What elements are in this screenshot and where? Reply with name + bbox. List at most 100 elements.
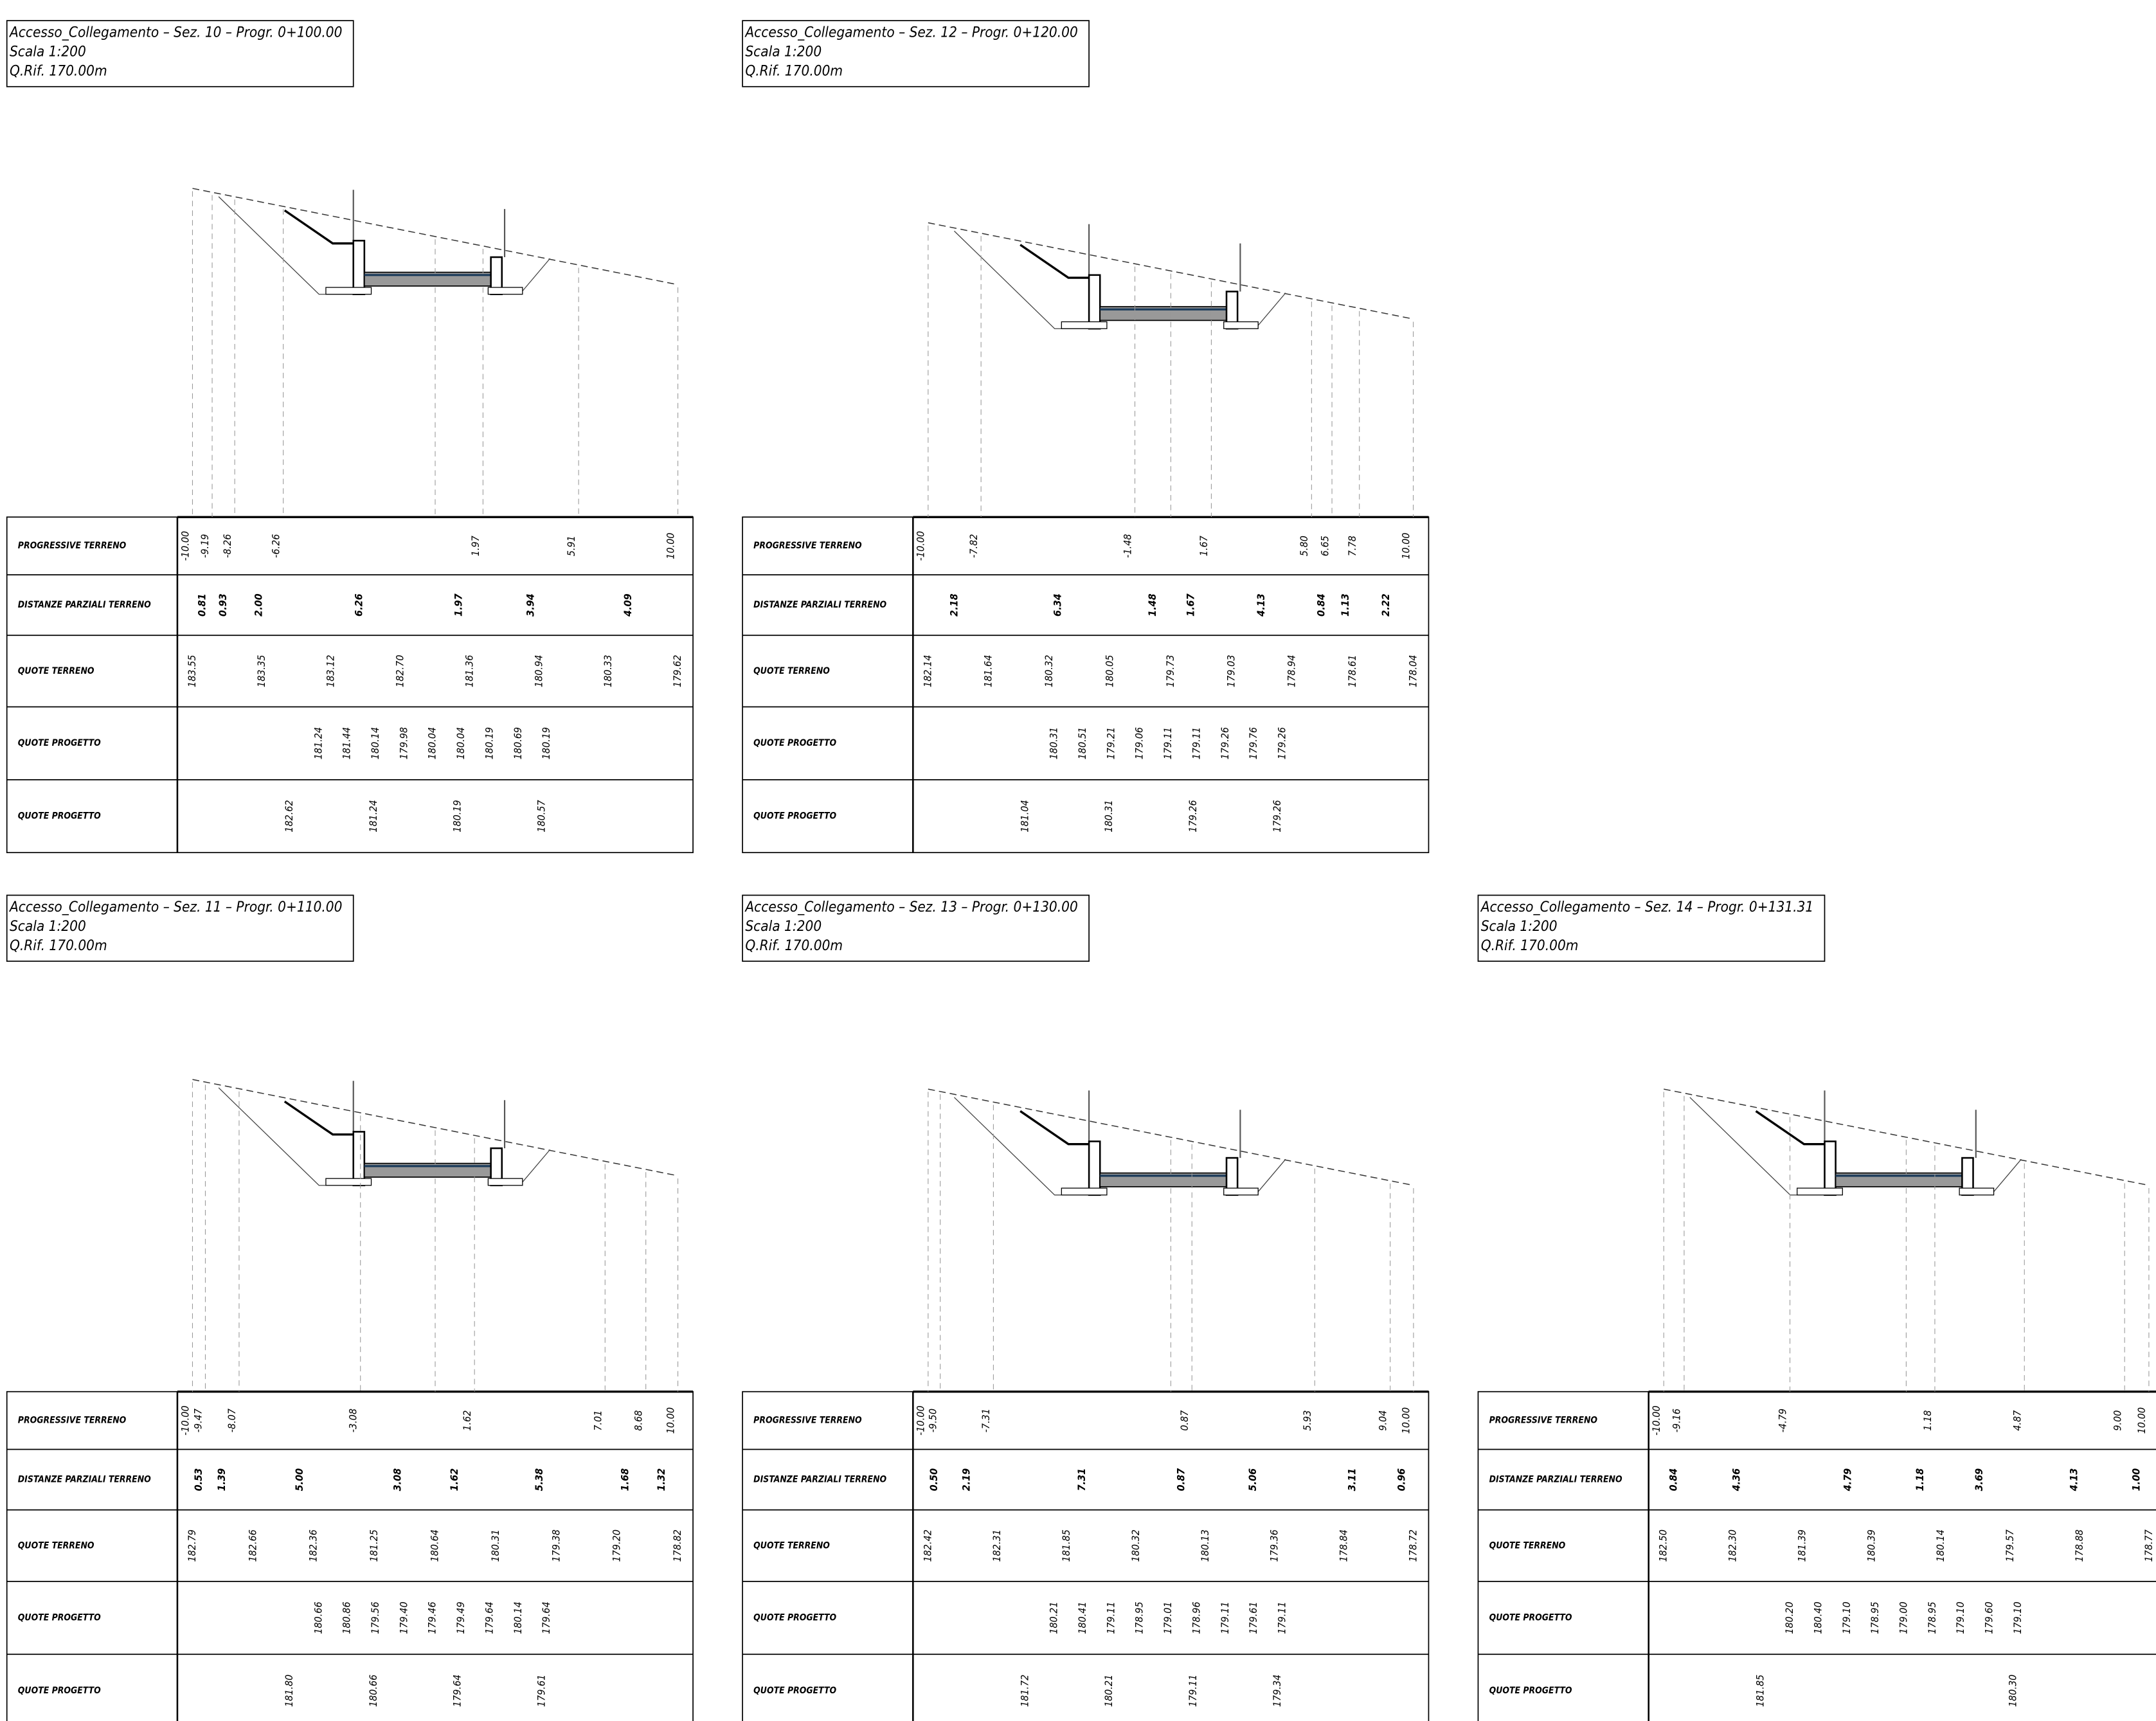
row-value: 180.13 (1199, 1529, 1211, 1562)
row-value: 181.39 (1795, 1529, 1808, 1562)
distance-value: 6.34 (1051, 593, 1063, 617)
row-value: 179.10 (1954, 1601, 1966, 1634)
row-value: 179.64 (451, 1675, 463, 1707)
footing (1061, 321, 1108, 329)
row-value: 182.14 (921, 655, 933, 687)
row-value: 183.35 (255, 655, 267, 687)
distance-value: 2.22 (1379, 593, 1392, 617)
distance-value: 1.13 (1339, 593, 1351, 617)
row-value: -9.50 (927, 1409, 939, 1432)
row-value: -1.48 (1121, 534, 1133, 558)
row-value: 178.88 (2073, 1529, 2085, 1562)
distance-value: 0.50 (928, 1468, 940, 1491)
distance-value: 0.84 (1315, 593, 1327, 617)
distance-value: 0.93 (217, 593, 229, 617)
row-value: 181.36 (463, 655, 475, 687)
row-value: 180.31 (1048, 727, 1060, 759)
row-value: 181.44 (341, 727, 353, 759)
row-label: QUOTE PROGETTO (18, 811, 101, 822)
retaining-wall (1088, 1140, 1101, 1196)
row-value: 181.85 (1060, 1529, 1072, 1562)
row-value: 183.55 (186, 655, 198, 687)
row-value: 10.00 (664, 533, 676, 559)
retaining-wall (352, 1131, 366, 1187)
row-value: 180.04 (426, 727, 438, 759)
section: Accesso_Collegamento – Sez. 14 – Progr. … (1477, 894, 2156, 1721)
row-value: 182.62 (283, 800, 295, 832)
footing (1223, 1187, 1259, 1196)
row-value: 5.80 (1298, 536, 1310, 556)
row-value: 181.64 (982, 655, 994, 687)
row-value: 179.10 (1840, 1601, 1853, 1634)
cut-slope (954, 230, 1100, 329)
row-value: 180.33 (602, 655, 614, 687)
row-value: 182.50 (1657, 1529, 1669, 1562)
distance-value: 7.31 (1075, 1468, 1088, 1491)
distance-value: 4.36 (1730, 1468, 1743, 1492)
section-title: Accesso_Collegamento – Sez. 11 – Progr. … (8, 899, 343, 915)
section-title: Accesso_Collegamento – Sez. 13 – Progr. … (744, 899, 1078, 915)
row-value: 180.19 (540, 727, 552, 759)
left-embankment (1755, 1110, 1825, 1146)
row-value: 181.04 (1018, 800, 1030, 832)
distance-value: 6.26 (352, 593, 364, 617)
row-value: 178.04 (1406, 655, 1419, 687)
retaining-wall (352, 240, 366, 296)
row-value: 178.94 (1286, 655, 1298, 687)
row-value: 181.24 (367, 800, 379, 832)
row-value: 182.66 (246, 1529, 258, 1562)
row-value: 4.87 (2011, 1410, 2023, 1431)
header-box (6, 20, 354, 87)
cut-slope (218, 196, 364, 295)
distance-value: 0.53 (192, 1468, 204, 1491)
section-scale: Scala 1:200 (1481, 918, 1558, 935)
row-value: 7.78 (1346, 536, 1358, 556)
distance-value: 1.32 (655, 1468, 667, 1491)
row-label: QUOTE TERRENO (18, 1540, 94, 1551)
row-value: 179.60 (1983, 1601, 1995, 1634)
header-box (742, 20, 1090, 87)
distance-value: 3.11 (1345, 1468, 1358, 1491)
section-scale: Scala 1:200 (10, 918, 86, 935)
row-value: 179.56 (369, 1601, 381, 1634)
table-frame (1477, 1391, 2156, 1721)
row-value: -10.00 (1650, 1405, 1662, 1435)
row-value: 181.80 (283, 1675, 295, 1707)
row-value: 182.42 (921, 1529, 933, 1562)
row-value: -10.00 (915, 1405, 927, 1435)
distance-value: 1.68 (618, 1468, 631, 1491)
distance-value: 1.48 (1146, 593, 1158, 617)
row-value: 179.38 (550, 1529, 562, 1562)
row-value: 9.00 (2111, 1410, 2123, 1431)
footing (325, 1178, 372, 1186)
row-value: -10.00 (915, 531, 927, 561)
row-value: 179.06 (1133, 727, 1145, 759)
distance-value: 1.62 (448, 1468, 460, 1491)
distance-value: 1.39 (215, 1468, 228, 1491)
row-label: QUOTE PROGETTO (753, 1686, 836, 1696)
row-value: 180.32 (1129, 1529, 1142, 1562)
footing (1223, 321, 1259, 329)
row-value: 182.70 (394, 655, 406, 687)
row-value: 181.72 (1018, 1675, 1030, 1707)
cut-slope (1689, 1097, 1836, 1196)
row-label: QUOTE PROGETTO (753, 811, 836, 822)
row-value: 179.98 (397, 727, 409, 759)
left-embankment (1020, 1110, 1090, 1146)
distance-value: 1.18 (1914, 1468, 1926, 1491)
row-label: QUOTE PROGETTO (753, 1613, 836, 1623)
row-label: QUOTE PROGETTO (18, 738, 101, 748)
row-value: 5.93 (1301, 1410, 1313, 1431)
header-box (742, 894, 1090, 962)
row-value: 180.69 (512, 727, 524, 759)
right-slope (1255, 1158, 1286, 1196)
row-value: 180.14 (512, 1601, 524, 1634)
section-qrif: Q.Rif. 170.00m (10, 63, 107, 80)
row-label: DISTANZE PARZIALI TERRENO (753, 600, 886, 610)
row-label: QUOTE TERRENO (18, 666, 94, 676)
distance-value: 3.08 (391, 1468, 403, 1491)
row-value: 1.97 (469, 535, 481, 556)
distance-value: 1.00 (2130, 1468, 2143, 1491)
row-value: 179.26 (1187, 800, 1199, 832)
row-value: 6.65 (1318, 536, 1331, 556)
